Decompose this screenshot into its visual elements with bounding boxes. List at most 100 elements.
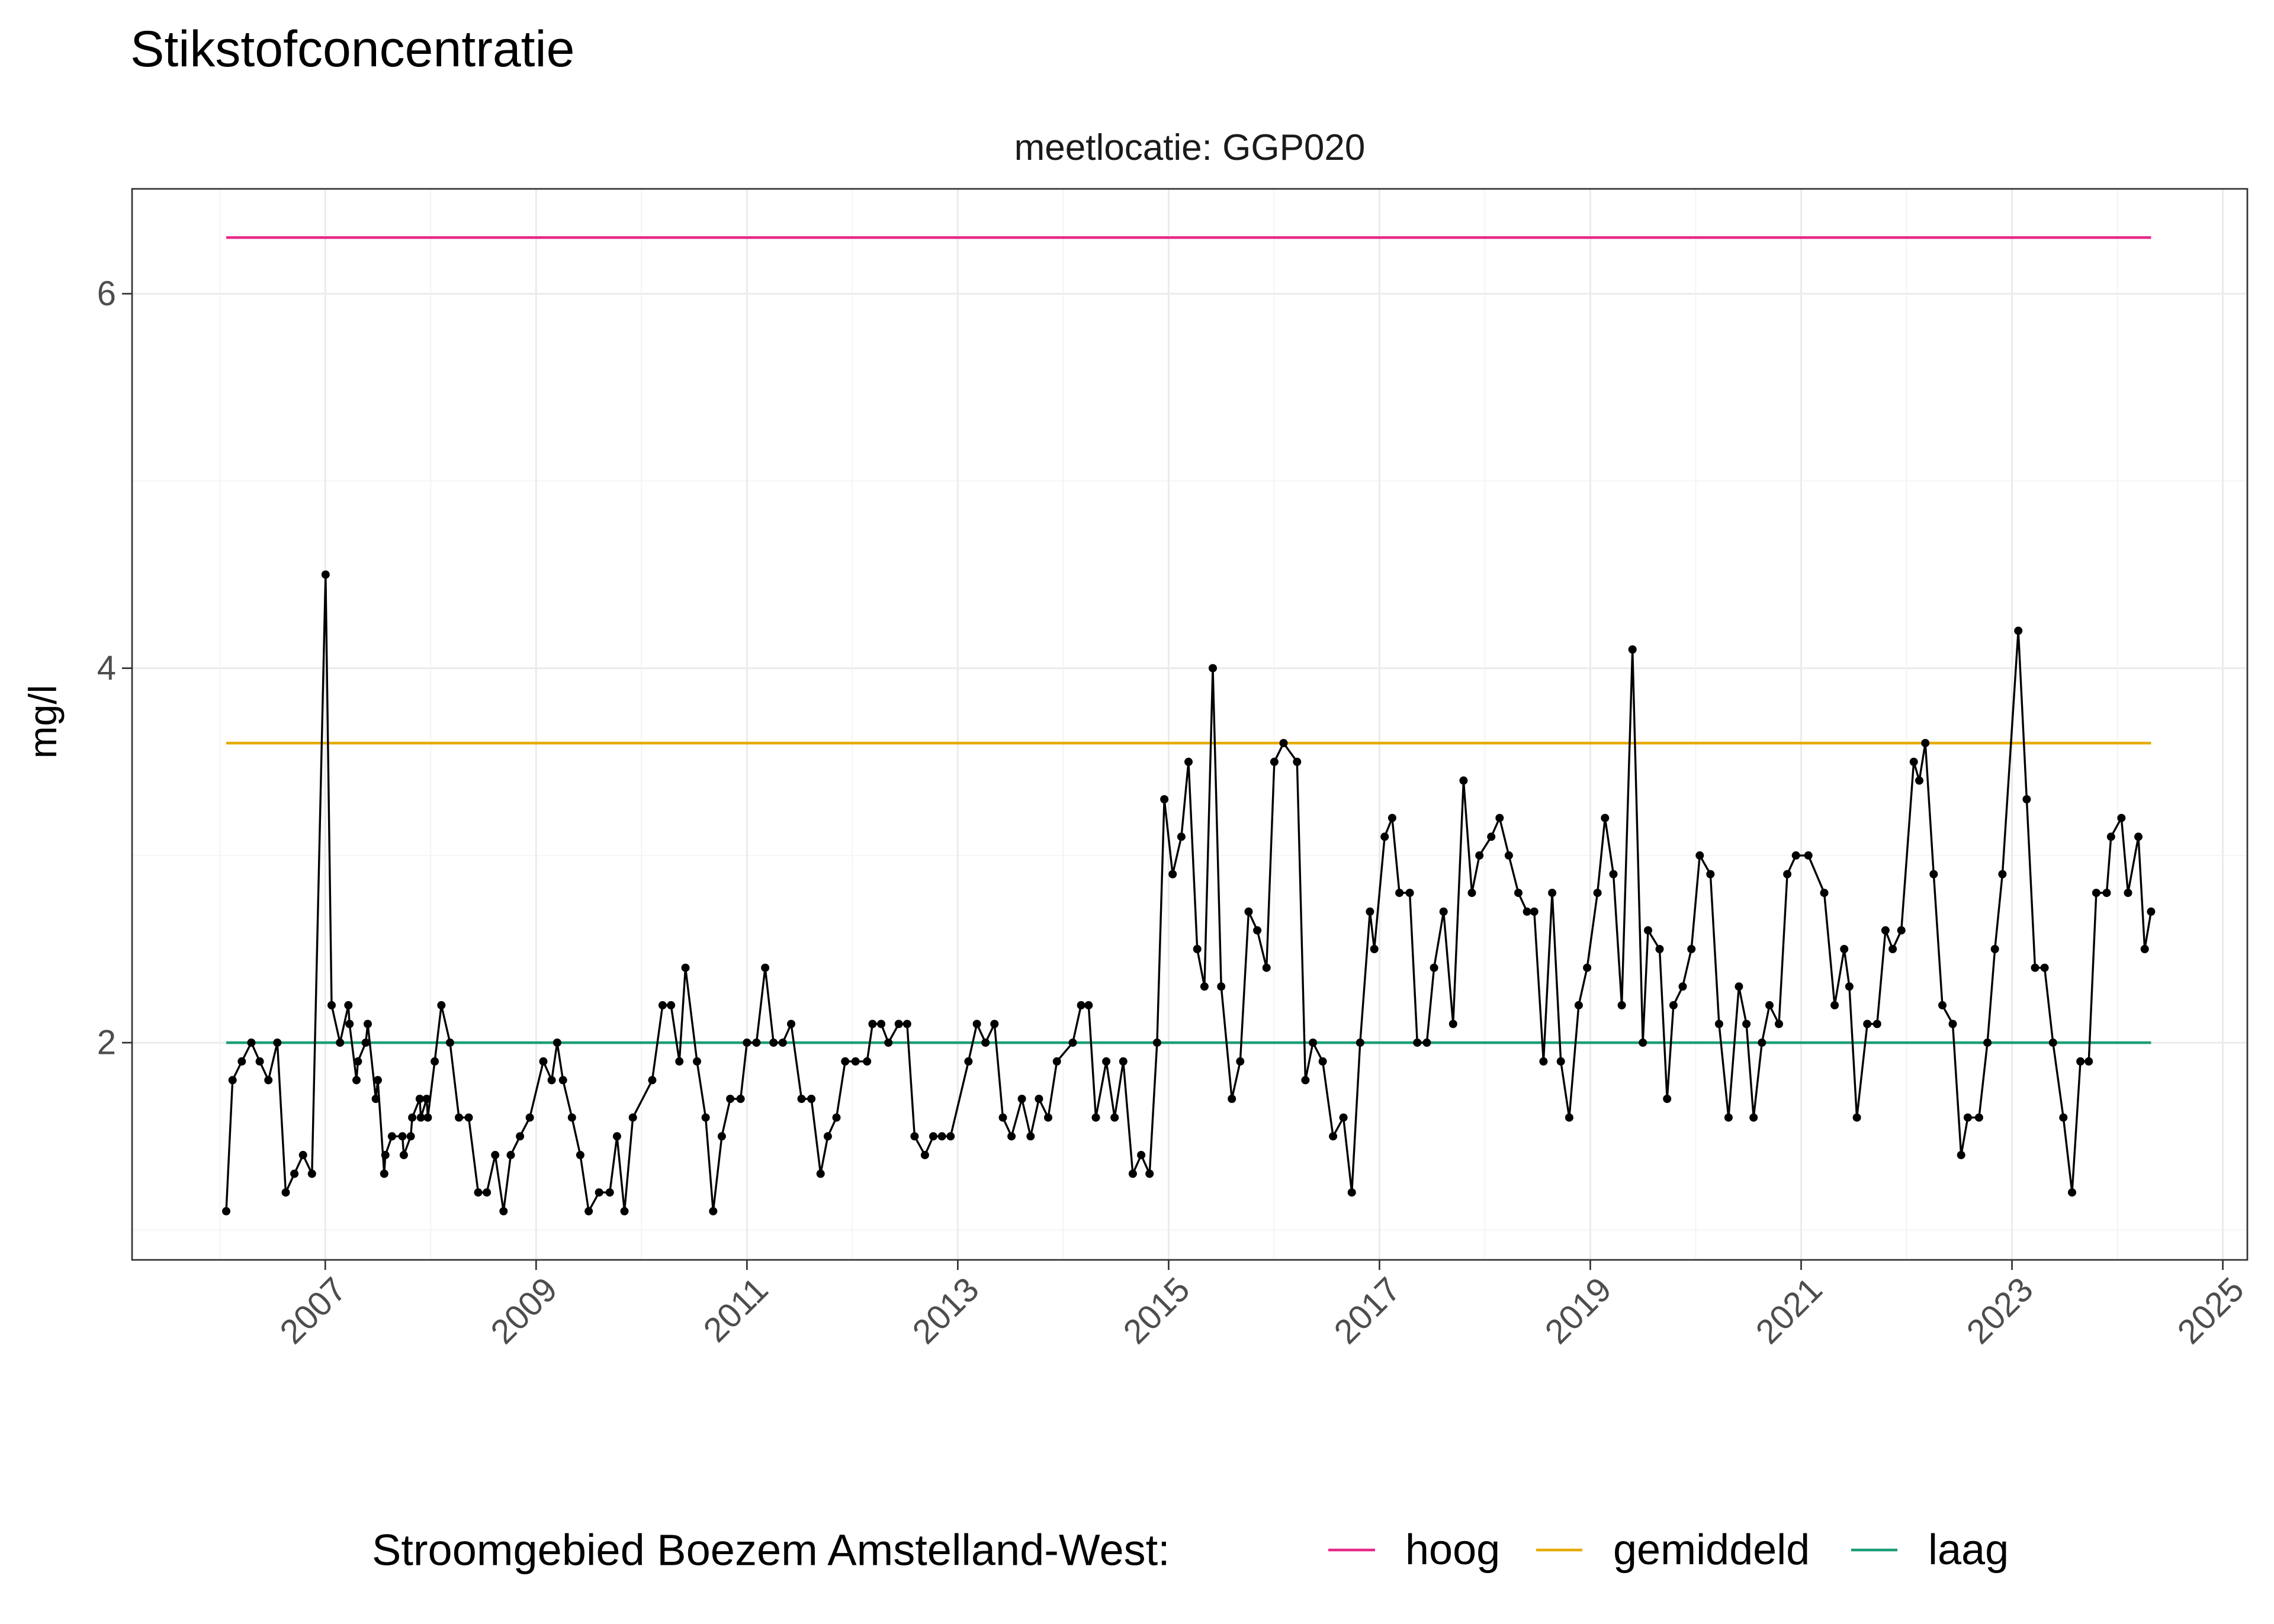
data-point (406, 1132, 415, 1141)
data-point (681, 963, 690, 972)
data-point (1217, 982, 1226, 991)
data-point (1459, 776, 1468, 785)
data-point (1052, 1057, 1061, 1066)
data-point (1921, 739, 1930, 748)
data-point (1830, 1001, 1839, 1009)
data-point (1439, 907, 1448, 916)
data-point (2106, 832, 2115, 841)
data-point (1035, 1095, 1043, 1103)
data-point (398, 1132, 407, 1141)
data-point (1845, 982, 1854, 991)
data-point (920, 1150, 929, 1159)
data-point (1487, 832, 1496, 841)
data-point (1804, 851, 1813, 860)
data-point (863, 1057, 872, 1066)
data-point (1593, 889, 1602, 898)
data-point (1347, 1188, 1356, 1197)
data-point (2134, 832, 2143, 841)
panel-border (131, 188, 2249, 1261)
data-point (415, 1095, 424, 1103)
data-point (1184, 757, 1193, 766)
data-point (1963, 1113, 1972, 1122)
data-point (1380, 832, 1389, 841)
legend-title: Stroomgebied Boezem Amstelland-West: (372, 1526, 1170, 1575)
data-point (361, 1038, 370, 1047)
data-point (364, 1020, 372, 1028)
data-point (990, 1020, 999, 1028)
data-point (255, 1057, 264, 1066)
data-point (778, 1038, 787, 1047)
chart-title: Stikstofconcentratie (130, 21, 574, 78)
data-point (1840, 945, 1849, 953)
data-point (2031, 963, 2039, 972)
data-point (1791, 851, 1800, 860)
data-point (352, 1076, 361, 1085)
data-point (1119, 1057, 1128, 1066)
data-point (1168, 870, 1177, 879)
data-point (1983, 1038, 1992, 1047)
y-tick-label: 6 (97, 275, 116, 313)
data-point (474, 1188, 483, 1197)
legend: Stroomgebied Boezem Amstelland-West: hoo… (372, 1526, 2009, 1575)
data-point (2014, 626, 2023, 635)
data-point (455, 1113, 463, 1122)
grid-layer (132, 189, 2247, 1260)
data-point (595, 1188, 603, 1197)
data-point (894, 1020, 903, 1028)
data-point (1687, 945, 1696, 953)
data-point (1356, 1038, 1364, 1047)
data-point (1110, 1113, 1119, 1122)
data-point (1177, 832, 1186, 841)
data-point (380, 1169, 388, 1178)
data-point (1548, 889, 1557, 898)
data-point (1938, 1001, 1947, 1009)
data-point (273, 1038, 282, 1047)
data-point (2140, 945, 2149, 953)
data-point (1293, 757, 1302, 766)
data-point (2102, 889, 2111, 898)
data-point (525, 1113, 534, 1122)
data-point (1422, 1038, 1431, 1047)
data-point (1998, 870, 2007, 879)
data-point (445, 1038, 454, 1047)
data-point (1253, 926, 1262, 935)
data-point (2022, 795, 2031, 803)
data-point (736, 1095, 745, 1103)
data-point (884, 1038, 893, 1047)
data-point (709, 1207, 718, 1215)
data-point (877, 1020, 885, 1028)
data-point (1678, 982, 1687, 991)
data-point (2124, 889, 2132, 898)
data-point (1749, 1113, 1758, 1122)
data-point (981, 1038, 990, 1047)
data-point (1128, 1169, 1137, 1178)
data-point (1530, 907, 1539, 916)
data-point (1387, 813, 1396, 822)
data-point (345, 1020, 354, 1028)
data-point (1395, 889, 1404, 898)
data-point (344, 1001, 353, 1009)
data-point (1366, 907, 1374, 916)
data-point (1556, 1057, 1565, 1066)
data-point (816, 1169, 825, 1178)
data-point (1077, 1001, 1085, 1009)
data-point (336, 1038, 345, 1047)
data-point (1091, 1113, 1100, 1122)
legend-label-gemiddeld: gemiddeld (1613, 1526, 1810, 1574)
data-point (1909, 757, 1918, 766)
data-point (2048, 1038, 2057, 1047)
data-point (1007, 1132, 1016, 1141)
data-point (483, 1188, 492, 1197)
data-point (1539, 1057, 1548, 1066)
data-point (1663, 1095, 1672, 1103)
data-point (539, 1057, 548, 1066)
data-point (1102, 1057, 1111, 1066)
data-point (620, 1207, 629, 1215)
data-point (1244, 907, 1253, 916)
data-point (693, 1057, 701, 1066)
data-point (1262, 963, 1271, 972)
data-point (499, 1207, 508, 1215)
data-point (1193, 945, 1202, 953)
data-point (290, 1169, 299, 1178)
